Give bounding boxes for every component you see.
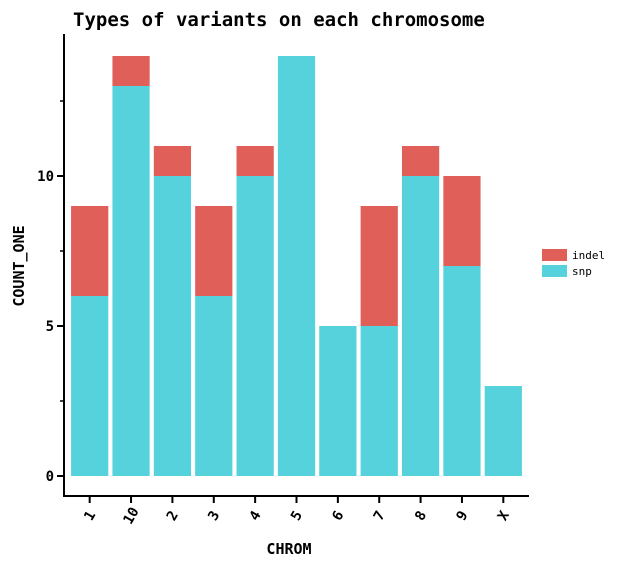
bar-indel-9 <box>443 176 481 266</box>
bar-snp-10 <box>112 86 150 476</box>
bar-snp-9 <box>443 266 481 476</box>
y-tick-label-0: 0 <box>46 469 54 485</box>
y-tick-label-10: 10 <box>37 169 54 185</box>
bar-snp-3 <box>195 296 233 476</box>
bar-snp-6 <box>319 326 357 476</box>
bar-snp-1 <box>71 296 109 476</box>
legend: indel snp <box>542 249 605 278</box>
bar-indel-3 <box>195 206 233 296</box>
bar-snp-8 <box>401 176 440 476</box>
x-tick-label-3: 3 <box>205 508 223 523</box>
x-tick-label-2: 2 <box>164 508 182 523</box>
chart-title: Types of variants on each chromosome <box>73 9 485 31</box>
x-ticks-group: 1 10 2 3 4 5 6 7 8 9 X <box>81 496 513 527</box>
x-tick-label-10: 10 <box>120 505 142 528</box>
bar-indel-7 <box>360 206 398 326</box>
x-tick-label-4: 4 <box>247 508 265 523</box>
bar-indel-10 <box>112 56 150 86</box>
x-axis-label: CHROM <box>266 540 311 558</box>
y-axis-label: COUNT_ONE <box>10 225 28 306</box>
x-tick-label-7: 7 <box>371 508 389 523</box>
bar-snp-4 <box>236 176 274 476</box>
legend-swatch-snp <box>542 265 567 277</box>
bar-snp-7 <box>360 326 398 476</box>
legend-label-snp: snp <box>572 265 592 278</box>
bars-group <box>71 56 522 476</box>
bar-indel-2 <box>153 146 192 176</box>
x-tick-label-1: 1 <box>81 508 99 523</box>
x-tick-label-X: X <box>495 508 513 524</box>
bar-indel-1 <box>71 206 109 296</box>
bar-indel-8 <box>401 146 440 176</box>
legend-swatch-indel <box>542 249 567 261</box>
y-tick-label-5: 5 <box>46 319 54 335</box>
bar-indel-4 <box>236 146 274 176</box>
x-tick-label-5: 5 <box>288 508 306 523</box>
x-tick-label-9: 9 <box>453 508 471 523</box>
x-tick-label-8: 8 <box>412 508 430 523</box>
y-ticks-group: 0 5 10 <box>37 100 64 485</box>
bar-snp-X <box>484 386 522 476</box>
x-tick-label-6: 6 <box>329 508 347 523</box>
bar-snp-2 <box>153 176 192 476</box>
bar-snp-5 <box>277 56 316 476</box>
legend-label-indel: indel <box>572 249 605 262</box>
